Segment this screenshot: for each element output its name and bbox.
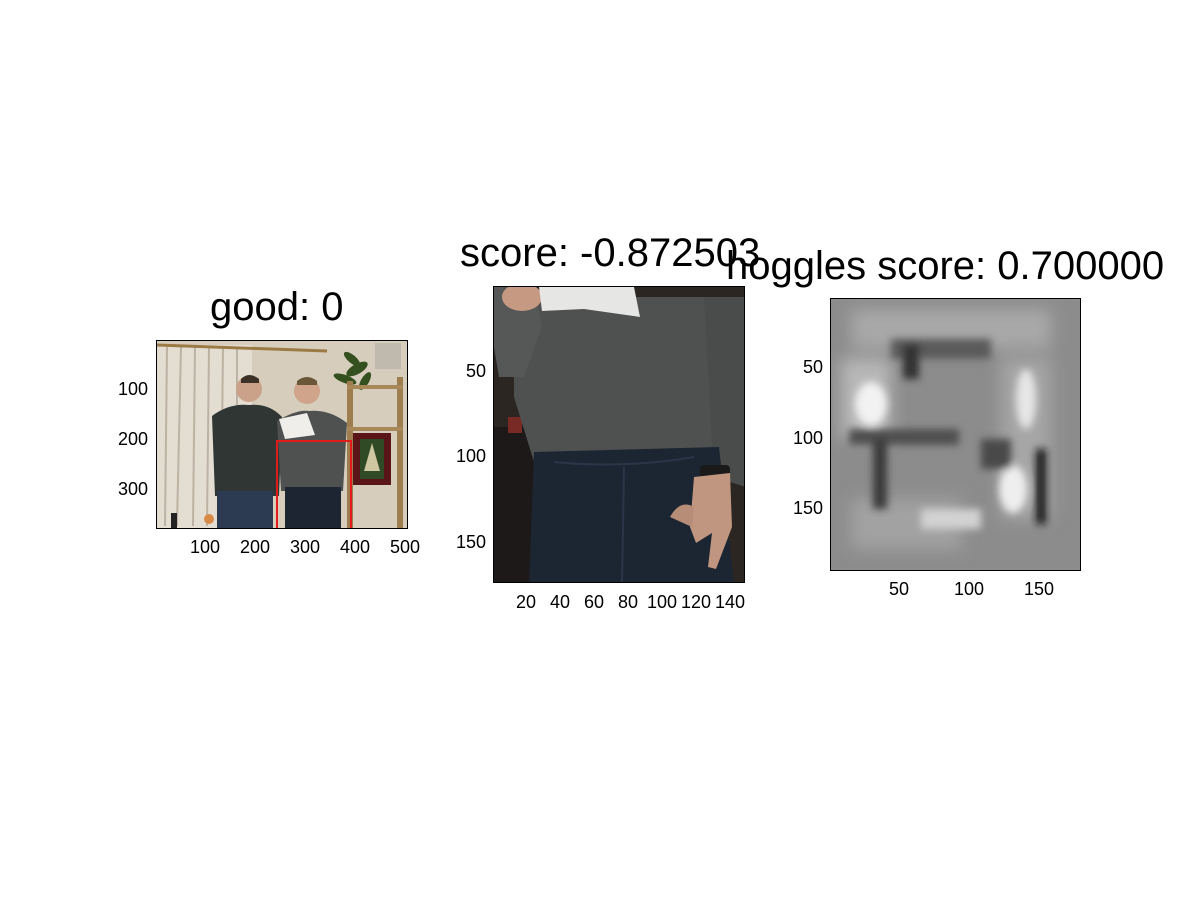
panel3-ytick: 150 <box>792 498 823 518</box>
panel1-ytick: 200 <box>117 429 148 449</box>
panel3-xtick: 150 <box>1023 579 1055 599</box>
panel2-xtick: 20 <box>515 592 537 612</box>
panel2-xtick: 40 <box>549 592 571 612</box>
panel2-ytick: 50 <box>465 361 486 381</box>
panel1-xtick: 200 <box>239 537 271 557</box>
panel2-crop-photo <box>494 287 744 582</box>
panel2-xtick: 100 <box>646 592 678 612</box>
panel3-ytick: 100 <box>792 428 823 448</box>
panel1-xtick: 400 <box>339 537 371 557</box>
panel1-xtick: 300 <box>289 537 321 557</box>
panel3-title: hoggles score: 0.700000 <box>726 244 1165 288</box>
panel2-xtick: 80 <box>617 592 639 612</box>
panel3-xtick: 50 <box>888 579 910 599</box>
panel1-ytick: 300 <box>117 479 148 499</box>
panel1-photo-axes <box>156 340 408 529</box>
panel3-hoggles-axes <box>830 298 1081 571</box>
panel3-hoggles-image <box>831 299 1080 570</box>
panel2-xtick: 140 <box>714 592 746 612</box>
panel1-xtick: 100 <box>189 537 221 557</box>
panel2-xtick: 60 <box>583 592 605 612</box>
panel1-photo <box>157 341 407 528</box>
panel1-xtick: 500 <box>389 537 421 557</box>
panel3-xtick: 100 <box>953 579 985 599</box>
panel2-title: score: -0.872503 <box>460 231 761 275</box>
panel2-ytick: 150 <box>455 532 486 552</box>
panel2-crop-axes <box>493 286 745 583</box>
panel1-ytick: 100 <box>117 379 148 399</box>
panel2-xtick: 120 <box>680 592 712 612</box>
panel2-ytick: 100 <box>455 446 486 466</box>
panel3-ytick: 50 <box>802 357 823 377</box>
panel1-title: good: 0 <box>210 285 344 329</box>
